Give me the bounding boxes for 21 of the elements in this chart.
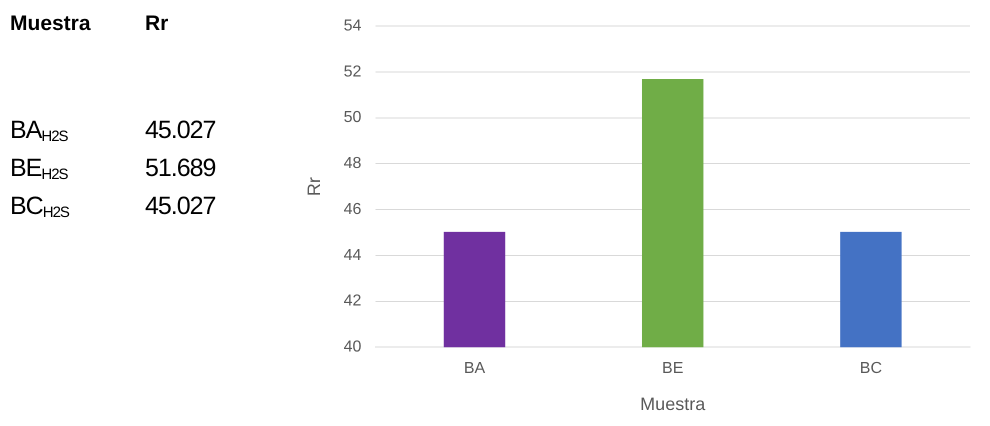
text: BC$_{H2S}$ xyxy=(10,192,69,221)
x-axis-title: Muestra xyxy=(640,394,706,414)
y-axis-title: Rr xyxy=(304,177,324,196)
y-tick-label: 54 xyxy=(344,17,362,34)
x-tick-label: BE xyxy=(662,360,684,378)
y-tick-label: 40 xyxy=(344,338,362,356)
text: 45.027 xyxy=(145,116,216,145)
y-tick-label: 48 xyxy=(344,155,362,172)
y-tick-label: 42 xyxy=(344,292,362,310)
y-tick-label: 50 xyxy=(344,109,362,126)
text: Muestra xyxy=(10,12,91,36)
text: 45.027 xyxy=(145,192,216,221)
text: BE$_{H2S}$ xyxy=(10,154,68,183)
x-tick-label: BA xyxy=(464,360,486,378)
y-tick-label: 44 xyxy=(344,246,362,264)
y-tick-label: 46 xyxy=(344,200,362,218)
y-tick-label: 52 xyxy=(344,63,362,80)
x-tick-label: BC xyxy=(860,360,882,378)
text: Rr xyxy=(145,12,168,36)
text: BA$_{H2S}$ xyxy=(10,116,68,145)
text: 51.689 xyxy=(145,154,216,183)
